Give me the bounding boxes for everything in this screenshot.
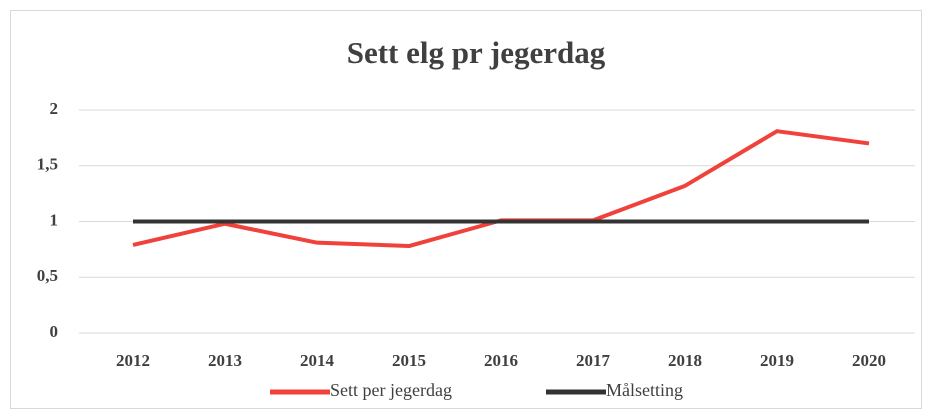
x-tick-label: 2020 [852, 351, 886, 370]
legend-label: Sett per jegerdag [330, 380, 452, 400]
x-tick-label: 2019 [760, 351, 794, 370]
x-tick-label: 2018 [668, 351, 702, 370]
y-tick-label: 0 [50, 322, 59, 341]
x-tick-label: 2015 [392, 351, 426, 370]
chart-title: Sett elg pr jegerdag [347, 35, 606, 70]
y-tick-label: 1,5 [37, 155, 58, 174]
x-tick-label: 2016 [484, 351, 518, 370]
y-tick-label: 0,5 [37, 266, 58, 285]
x-tick-label: 2014 [300, 351, 335, 370]
x-tick-label: 2013 [208, 351, 242, 370]
y-tick-label: 2 [50, 99, 59, 118]
legend-label: Målsetting [606, 380, 683, 400]
y-tick-label: 1 [50, 210, 59, 229]
chart-border [10, 10, 922, 409]
x-tick-label: 2017 [576, 351, 611, 370]
x-tick-label: 2012 [116, 351, 150, 370]
